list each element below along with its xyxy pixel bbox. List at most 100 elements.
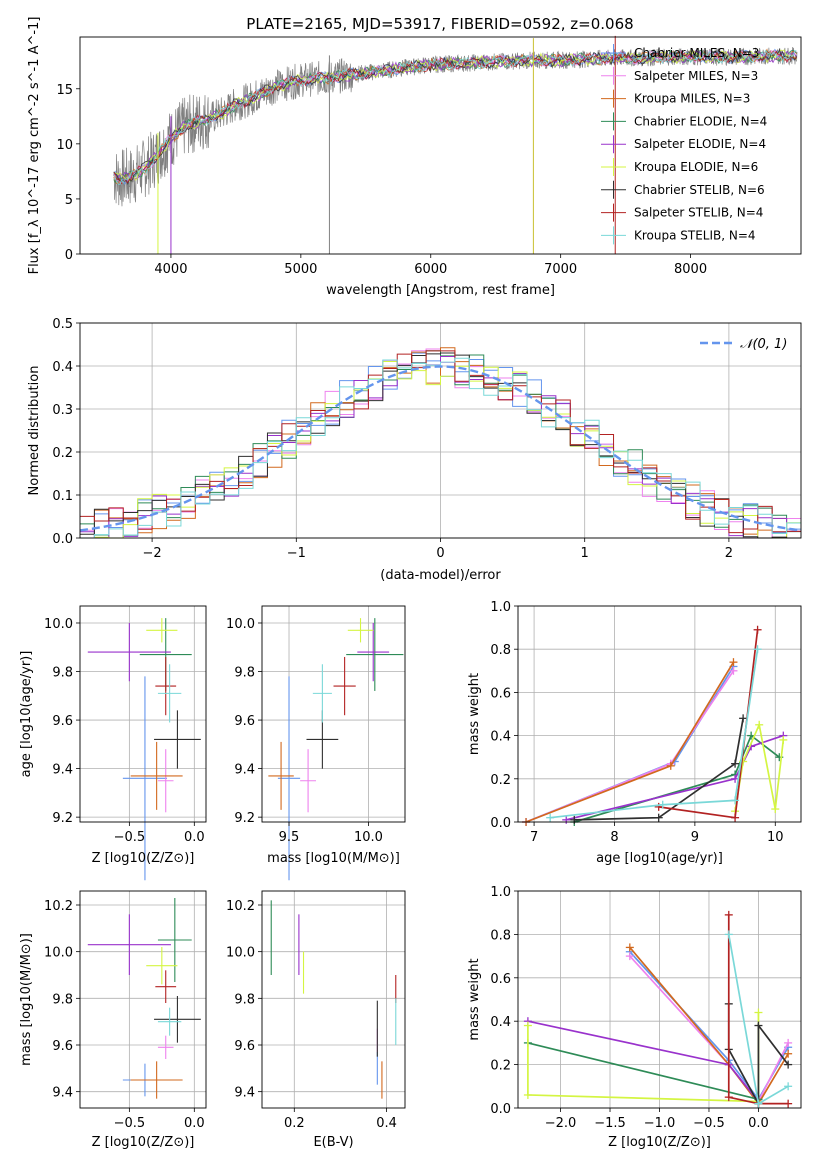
x-axis-label: wavelength [Angstrom, rest frame] bbox=[326, 283, 555, 298]
weight-line bbox=[527, 1020, 760, 1103]
plot-area bbox=[522, 625, 788, 826]
x-tick-label: 4000 bbox=[154, 262, 187, 277]
z-mass-panel: −0.5 0.0 9.4 9.6 9.8 10.0 10.2 Z [log10(Z/Z⊙)] m… bbox=[19, 890, 207, 1150]
y-tick-label: 0.4 bbox=[52, 360, 73, 375]
y-tick-label: 9.2 bbox=[234, 811, 255, 826]
y-tick-label: 9.8 bbox=[52, 666, 73, 681]
y-tick-label: 0.4 bbox=[490, 730, 511, 745]
axes-frame bbox=[517, 605, 802, 823]
legend-entry: Chabrier ELODIE, N=4 bbox=[634, 114, 767, 128]
x-tick-label: −0.5 bbox=[693, 1116, 725, 1131]
y-tick-label: 0.8 bbox=[490, 643, 511, 658]
x-tick-label: 2 bbox=[725, 546, 733, 561]
histogram-step bbox=[80, 357, 801, 539]
y-tick-label: 0.2 bbox=[490, 1059, 511, 1074]
y-tick-label: 9.4 bbox=[234, 763, 255, 778]
legend-entry: Salpeter MILES, N=3 bbox=[634, 69, 758, 83]
y-tick-label: 10.0 bbox=[44, 946, 73, 961]
weight-line bbox=[574, 718, 744, 821]
x-axis-label: E(B-V) bbox=[313, 1135, 353, 1150]
y-tick-label: 9.4 bbox=[52, 1086, 73, 1101]
x-tick-label: −2 bbox=[143, 546, 162, 561]
x-tick-label: 0.0 bbox=[748, 1116, 769, 1131]
axes-frame bbox=[261, 605, 406, 823]
plot-area bbox=[523, 910, 793, 1108]
y-axis-label: age [log10(age/yr)] bbox=[19, 651, 34, 778]
x-tick-label: 0.4 bbox=[376, 1116, 397, 1131]
x-tick-label: 6000 bbox=[414, 262, 447, 277]
plot-area bbox=[113, 35, 798, 254]
y-tick-label: 0.6 bbox=[490, 686, 511, 701]
x-tick-label: 8 bbox=[610, 830, 618, 845]
z-age-panel: −0.5 0.0 9.2 9.4 9.6 9.8 10.0 Z [log10(Z/Z⊙)] ag… bbox=[19, 605, 207, 881]
y-tick-label: 9.6 bbox=[52, 714, 73, 729]
y-tick-label: 0.8 bbox=[490, 928, 511, 943]
y-tick-label: 10.2 bbox=[226, 899, 255, 914]
y-axis-label: mass [log10(M/M⊙)] bbox=[19, 933, 34, 1066]
y-tick-label: 1.0 bbox=[490, 600, 511, 615]
age-weight-panel: 7 8 9 10 0.0 0.2 0.4 0.6 0.8 1.0 age [log10(age/yr… bbox=[467, 600, 802, 866]
y-tick-label: 0.5 bbox=[52, 317, 73, 332]
x-tick-label: 7000 bbox=[544, 262, 577, 277]
y-tick-label: 9.8 bbox=[234, 992, 255, 1007]
y-tick-label: 0.3 bbox=[52, 403, 73, 418]
x-axis-label: Z [log10(Z/Z⊙)] bbox=[92, 851, 195, 866]
model-spectrum bbox=[113, 49, 797, 182]
y-tick-label: 0.4 bbox=[490, 1015, 511, 1030]
x-tick-label: −0.5 bbox=[114, 1116, 146, 1131]
y-tick-label: 9.8 bbox=[52, 992, 73, 1007]
y-axis-label: Flux [f_λ 10^-17 erg cm^-2 s^-1 A^-1] bbox=[27, 17, 42, 275]
y-tick-label: 10.0 bbox=[226, 946, 255, 961]
x-tick-label: 7 bbox=[530, 830, 538, 845]
histogram-step bbox=[80, 356, 801, 539]
model-spectrum bbox=[113, 49, 797, 185]
legend-entry: Salpeter ELODIE, N=4 bbox=[634, 137, 766, 151]
legend-entry: Salpeter STELIB, N=4 bbox=[634, 206, 763, 220]
y-tick-label: 0.2 bbox=[490, 773, 511, 788]
normal-curve bbox=[79, 365, 802, 532]
legend-entry: Chabrier STELIB, N=6 bbox=[634, 183, 765, 197]
y-tick-label: 0.0 bbox=[490, 816, 511, 831]
mass-age-panel: 9.5 10.0 9.2 9.4 9.6 9.8 10.0 mass [log10(M/M⊙)… bbox=[226, 605, 406, 881]
legend-entry: Chabrier MILES, N=3 bbox=[634, 46, 759, 60]
y-axis-label: mass weight bbox=[467, 958, 482, 1040]
y-axis-label: mass weight bbox=[467, 673, 482, 755]
y-tick-label: 9.4 bbox=[234, 1086, 255, 1101]
x-axis-label: age [log10(age/yr)] bbox=[596, 851, 723, 866]
ebv-mass-panel: 0.2 0.4 9.4 9.6 9.8 10.0 10.2 E(B-V) bbox=[226, 890, 406, 1150]
x-axis-label: Z [log10(Z/Z⊙)] bbox=[92, 1135, 195, 1150]
x-tick-label: 1 bbox=[581, 546, 589, 561]
y-tick-label: 9.8 bbox=[234, 666, 255, 681]
legend-entry: Kroupa ELODIE, N=6 bbox=[634, 160, 758, 174]
legend-entry: Kroupa STELIB, N=4 bbox=[634, 228, 756, 242]
x-tick-label: 0 bbox=[436, 546, 444, 561]
y-tick-label: 0.1 bbox=[52, 489, 73, 504]
y-tick-label: 0 bbox=[65, 248, 73, 263]
y-tick-label: 10.2 bbox=[44, 899, 73, 914]
data-spectrum bbox=[113, 46, 798, 207]
weight-line bbox=[527, 1042, 759, 1101]
axes-frame bbox=[79, 890, 207, 1109]
axes-frame bbox=[79, 605, 207, 823]
x-tick-label: −0.5 bbox=[114, 830, 146, 845]
x-tick-label: −1.0 bbox=[644, 1116, 676, 1131]
y-tick-label: 9.6 bbox=[52, 1039, 73, 1054]
weight-line bbox=[525, 670, 735, 823]
x-tick-label: 0.0 bbox=[184, 1116, 205, 1131]
weight-line bbox=[727, 914, 789, 1105]
y-tick-label: 5 bbox=[65, 193, 73, 208]
x-tick-label: 5000 bbox=[284, 262, 317, 277]
x-tick-label: −2.0 bbox=[545, 1116, 577, 1131]
axes-frame bbox=[79, 36, 802, 255]
y-tick-label: 15 bbox=[56, 83, 73, 98]
axes-frame bbox=[261, 890, 406, 1109]
legend-entry: Kroupa MILES, N=3 bbox=[634, 92, 750, 106]
x-tick-label: 10 bbox=[767, 830, 784, 845]
axes-frame bbox=[517, 890, 802, 1109]
plot-area bbox=[268, 618, 404, 881]
x-tick-label: 0.0 bbox=[184, 830, 205, 845]
y-tick-label: 9.2 bbox=[52, 811, 73, 826]
legend-entry: 𝒩(0, 1) bbox=[740, 337, 787, 352]
legend: Chabrier MILES, N=3 Salpeter MILES, N=3 Kr… bbox=[601, 44, 767, 245]
